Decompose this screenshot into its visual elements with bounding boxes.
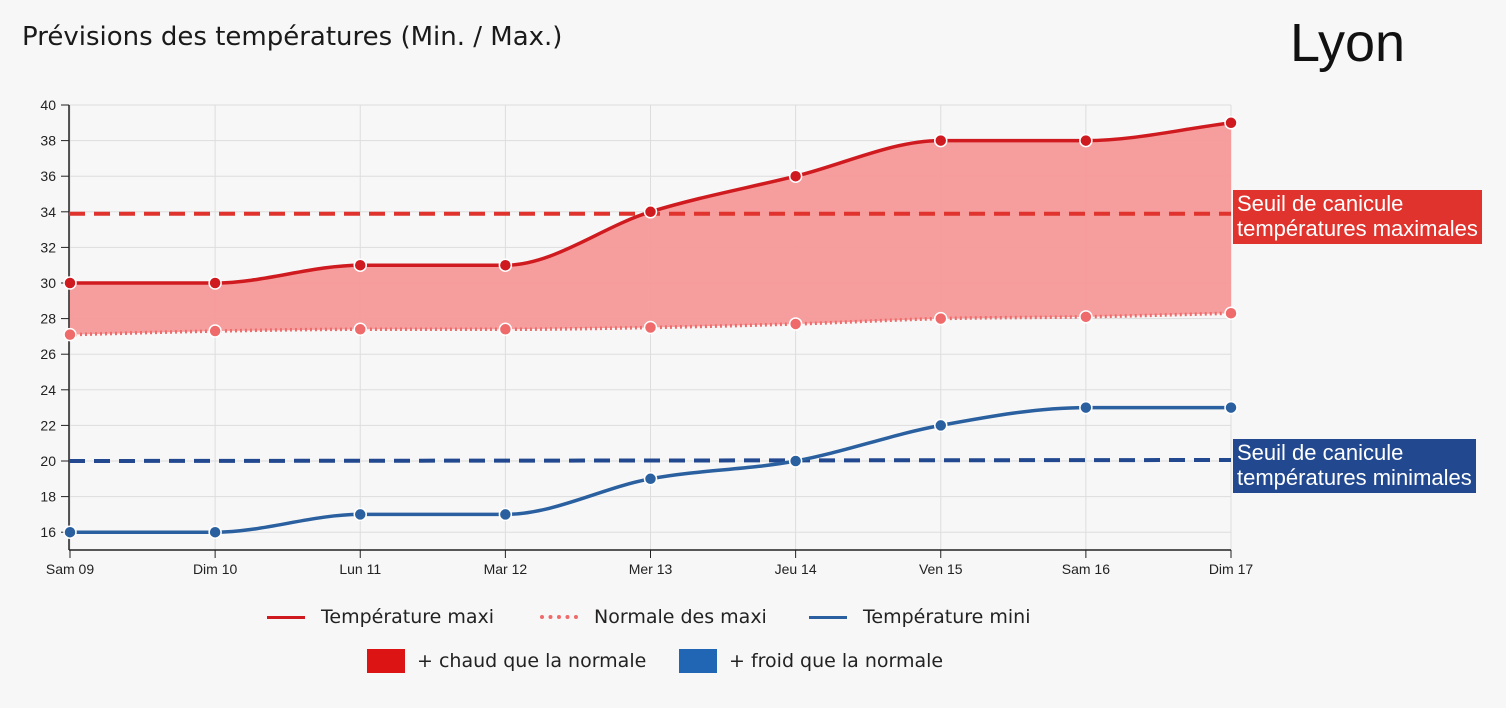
point-max: [208, 276, 222, 290]
x-tick-label: Dim 10: [193, 561, 238, 577]
threshold-max-label: Seuil de canicule températures maximales: [1233, 189, 1482, 244]
legend-label-max: Température maxi: [321, 606, 495, 628]
point-normal-max: [1079, 310, 1093, 324]
x-tick-label: Ven 15: [919, 561, 963, 577]
y-tick-label: 18: [40, 489, 56, 505]
legend-label-normal-max: Normale des maxi: [594, 606, 767, 628]
point-normal-max: [788, 317, 803, 331]
x-tick-label: Jeu 14: [775, 561, 817, 577]
y-tick-label: 38: [40, 133, 56, 149]
warm-area: [70, 122, 1231, 335]
legend-item-max[interactable]: Température maxi: [267, 606, 494, 628]
point-min: [498, 507, 513, 522]
point-max: [788, 169, 803, 183]
legend-swatch-max: [267, 615, 305, 619]
point-max: [353, 258, 367, 272]
legend-label-cold: + froid que la normale: [729, 650, 944, 672]
point-normal-max: [353, 322, 367, 337]
point-min: [934, 418, 948, 433]
point-max: [1224, 116, 1238, 130]
threshold-min-label-line2: températures minimales: [1237, 465, 1472, 490]
threshold-max-label-line1: Seuil de canicule: [1237, 190, 1404, 216]
point-min: [63, 525, 77, 539]
legend-label-min: Température mini: [863, 606, 1031, 628]
threshold-min-label-line1: Seuil de canicule: [1237, 440, 1404, 465]
point-min: [353, 507, 367, 522]
point-max: [643, 205, 658, 219]
y-tick-label: 24: [40, 382, 56, 398]
legend-swatch-min: [809, 615, 847, 619]
legend-swatch-normal-max: [540, 615, 578, 619]
temperature-chart: 16 18 20 22 24 26 28 30 32 34 36 38 40 Sam 09 Dim 10 Lu…: [40, 97, 1254, 577]
legend-item-normal-max[interactable]: Normale des maxi: [540, 606, 767, 628]
x-tick-label: Mar 12: [484, 561, 528, 577]
threshold-min-label: Seuil de canicule températures minimales: [1233, 439, 1476, 493]
point-normal-max: [1224, 306, 1238, 321]
chart-title: Prévisions des températures (Min. / Max.…: [22, 22, 563, 52]
x-tick-label: Sam 09: [46, 561, 94, 577]
y-tick-label: 28: [40, 311, 56, 327]
point-normal-max: [208, 324, 222, 338]
point-min: [208, 525, 222, 539]
point-min: [1079, 400, 1093, 415]
x-tick-label: Lun 11: [339, 561, 381, 577]
legend-item-min[interactable]: Température mini: [809, 606, 1031, 628]
y-tick-label: 16: [40, 524, 56, 540]
point-normal-max: [934, 311, 948, 326]
x-tick-label: Dim 17: [1209, 561, 1254, 577]
legend-label-warm: + chaud que la normale: [417, 650, 647, 672]
point-max: [63, 276, 77, 290]
y-tick-label: 30: [40, 275, 56, 291]
legend-item-warm: + chaud que la normale: [367, 649, 646, 673]
city-name: Lyon: [1290, 13, 1406, 73]
point-max: [498, 258, 513, 272]
legend-swatch-warm: [367, 649, 405, 673]
point-min: [643, 472, 658, 486]
point-normal-max: [643, 320, 658, 335]
point-min: [788, 454, 803, 468]
y-tick-label: 34: [40, 204, 56, 220]
point-max: [1079, 133, 1093, 148]
y-tick-label: 20: [40, 453, 56, 469]
point-normal-max: [63, 327, 77, 342]
x-tick-label: Sam 16: [1062, 561, 1110, 577]
legend-item-cold: + froid que la normale: [679, 649, 943, 673]
x-tick-label: Mer 13: [629, 561, 673, 577]
legend-swatch-cold: [679, 649, 717, 673]
y-tick-label: 40: [40, 97, 56, 113]
point-normal-max: [498, 322, 513, 337]
threshold-max-label-line2: températures maximales: [1237, 215, 1478, 241]
threshold-min-line: [68, 458, 1232, 463]
y-tick-label: 32: [40, 239, 56, 255]
point-min: [1224, 400, 1238, 415]
y-tick-label: 26: [40, 346, 56, 362]
point-max: [934, 133, 948, 148]
y-tick-label: 22: [40, 417, 56, 433]
y-tick-label: 36: [40, 168, 56, 184]
